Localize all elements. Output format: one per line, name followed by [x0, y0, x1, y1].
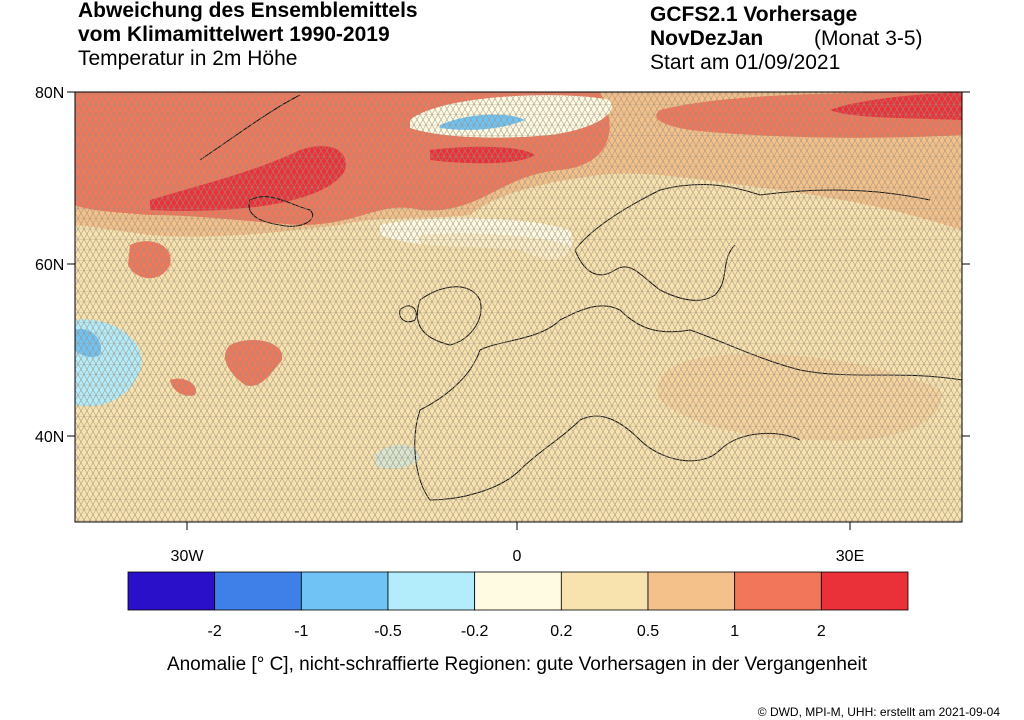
lat-label: 80N: [35, 85, 64, 102]
color-box: [474, 571, 562, 611]
lon-label: 0: [513, 548, 522, 565]
colorbar: -2 -1 -0.5 -0.2 0.2 0.5 1 2: [127, 571, 909, 640]
lon-label: 30W: [171, 548, 205, 565]
lat-label: 60N: [35, 257, 64, 274]
colorbar-label: -1: [294, 623, 308, 640]
title-line: vom Klimamittelwert 1990-2019: [78, 23, 390, 46]
color-box: [820, 571, 909, 611]
colorbar-label: 1: [730, 623, 739, 640]
color-box: [214, 571, 302, 611]
color-box: [647, 571, 736, 611]
months: (Monat 3-5): [814, 27, 923, 50]
colorbar-label: -0.5: [374, 623, 402, 640]
subtitle: Temperatur in 2m Höhe: [78, 47, 297, 70]
caption: Anomalie [° C], nicht-schraffierte Regio…: [167, 654, 868, 675]
map: [75, 92, 962, 522]
colorbar-label: 0.2: [550, 623, 572, 640]
color-box: [734, 571, 822, 611]
footer: © DWD, MPI-M, UHH: erstellt am 2021-09-0…: [758, 705, 1001, 719]
color-box: [300, 571, 389, 611]
colorbar-label: -2: [208, 623, 222, 640]
colorbar-label: 2: [817, 623, 826, 640]
colorbar-label: -0.2: [461, 623, 489, 640]
color-box: [560, 571, 649, 611]
color-box: [127, 571, 216, 611]
map-frame: [74, 91, 963, 523]
start-date: Start am 01/09/2021: [650, 51, 840, 74]
lat-label: 40N: [35, 429, 64, 446]
model: GCFS2.1 Vorhersage: [650, 3, 857, 26]
season: NovDezJan: [650, 27, 763, 50]
color-box: [387, 571, 476, 611]
lon-label: 30E: [836, 548, 864, 565]
colorbar-label: 0.5: [637, 623, 659, 640]
title-line: Abweichung des Ensemblemittels: [78, 0, 418, 22]
hatching: [75, 92, 962, 522]
axis-ticks: [67, 91, 970, 530]
